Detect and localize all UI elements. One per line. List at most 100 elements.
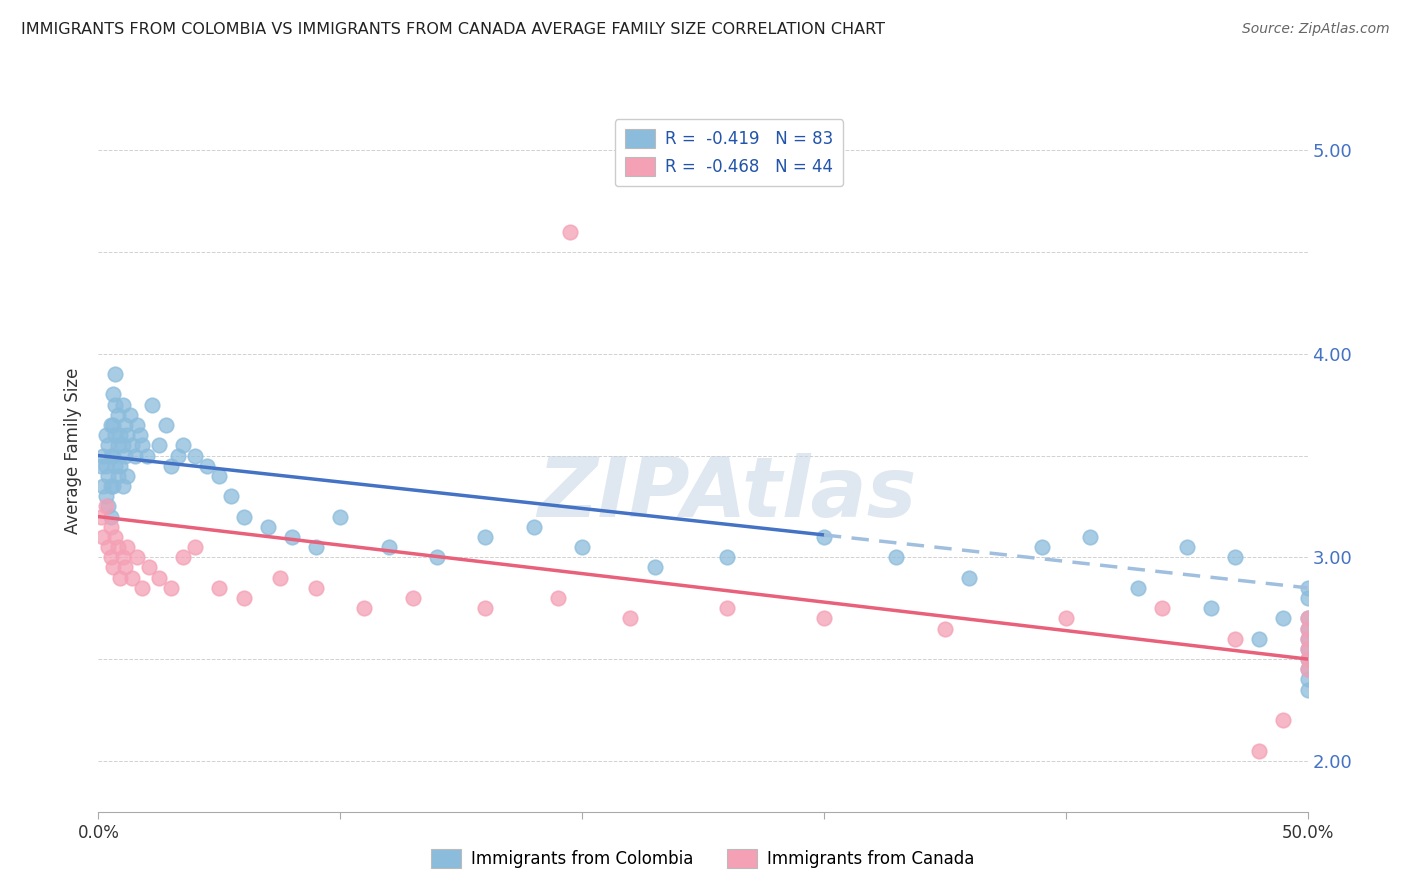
Point bbox=[329, 509, 352, 524]
Point bbox=[104, 428, 127, 442]
Point bbox=[1296, 622, 1319, 636]
Point bbox=[128, 428, 150, 442]
Point bbox=[127, 550, 149, 565]
Point bbox=[100, 550, 122, 565]
Point bbox=[101, 417, 124, 432]
Point bbox=[172, 550, 194, 565]
Point bbox=[101, 387, 124, 401]
Text: IMMIGRANTS FROM COLOMBIA VS IMMIGRANTS FROM CANADA AVERAGE FAMILY SIZE CORRELATI: IMMIGRANTS FROM COLOMBIA VS IMMIGRANTS F… bbox=[21, 22, 886, 37]
Point bbox=[221, 489, 243, 503]
Point bbox=[281, 530, 304, 544]
Point bbox=[91, 530, 114, 544]
Point bbox=[107, 469, 129, 483]
Point bbox=[1296, 632, 1319, 646]
Point bbox=[104, 367, 127, 381]
Point bbox=[148, 438, 170, 452]
Point bbox=[402, 591, 425, 605]
Point bbox=[619, 611, 641, 625]
Point bbox=[474, 530, 496, 544]
Point bbox=[1223, 632, 1246, 646]
Point bbox=[1128, 581, 1150, 595]
Point bbox=[305, 581, 328, 595]
Point bbox=[1296, 632, 1319, 646]
Point bbox=[100, 520, 122, 534]
Point bbox=[474, 601, 496, 615]
Point bbox=[1296, 641, 1319, 656]
Point bbox=[558, 225, 581, 239]
Point bbox=[131, 438, 153, 452]
Point bbox=[1199, 601, 1222, 615]
Point bbox=[97, 469, 120, 483]
Point bbox=[232, 509, 254, 524]
Point bbox=[269, 571, 291, 585]
Point bbox=[1296, 641, 1319, 656]
Point bbox=[813, 530, 835, 544]
Point bbox=[124, 449, 146, 463]
Point bbox=[121, 438, 143, 452]
Point bbox=[104, 458, 127, 473]
Point bbox=[114, 560, 136, 574]
Point bbox=[172, 438, 194, 452]
Point bbox=[256, 520, 278, 534]
Point bbox=[167, 449, 190, 463]
Text: ZIPAtlas: ZIPAtlas bbox=[537, 453, 917, 534]
Point bbox=[101, 560, 124, 574]
Point bbox=[108, 458, 131, 473]
Point bbox=[107, 540, 129, 554]
Text: Source: ZipAtlas.com: Source: ZipAtlas.com bbox=[1241, 22, 1389, 37]
Point bbox=[1272, 611, 1295, 625]
Point bbox=[107, 438, 129, 452]
Point bbox=[547, 591, 569, 605]
Point bbox=[131, 581, 153, 595]
Point bbox=[571, 540, 593, 554]
Point bbox=[305, 540, 328, 554]
Point bbox=[886, 550, 908, 565]
Point bbox=[94, 458, 117, 473]
Point bbox=[184, 449, 207, 463]
Point bbox=[716, 550, 738, 565]
Point bbox=[1296, 682, 1319, 697]
Point bbox=[118, 408, 141, 422]
Point bbox=[94, 428, 117, 442]
Point bbox=[1078, 530, 1101, 544]
Point bbox=[232, 591, 254, 605]
Point bbox=[184, 540, 207, 554]
Point bbox=[90, 509, 112, 524]
Point bbox=[111, 438, 134, 452]
Point bbox=[1054, 611, 1077, 625]
Point bbox=[104, 398, 127, 412]
Point bbox=[100, 479, 122, 493]
Point bbox=[523, 520, 546, 534]
Point bbox=[934, 622, 956, 636]
Point bbox=[160, 458, 183, 473]
Point bbox=[117, 469, 139, 483]
Point bbox=[114, 449, 136, 463]
Point bbox=[426, 550, 449, 565]
Point bbox=[155, 417, 177, 432]
Point bbox=[111, 550, 134, 565]
Point bbox=[1296, 622, 1319, 636]
Point bbox=[107, 408, 129, 422]
Point bbox=[716, 601, 738, 615]
Point bbox=[100, 509, 122, 524]
Point bbox=[1223, 550, 1246, 565]
Point bbox=[100, 417, 122, 432]
Point bbox=[114, 417, 136, 432]
Point bbox=[1296, 662, 1319, 676]
Point bbox=[1296, 652, 1319, 666]
Point bbox=[1296, 591, 1319, 605]
Point bbox=[97, 540, 120, 554]
Point bbox=[208, 581, 231, 595]
Point bbox=[148, 571, 170, 585]
Point bbox=[90, 458, 112, 473]
Point bbox=[111, 479, 134, 493]
Point bbox=[91, 449, 114, 463]
Legend: R =  -0.419   N = 83, R =  -0.468   N = 44: R = -0.419 N = 83, R = -0.468 N = 44 bbox=[614, 120, 842, 186]
Point bbox=[957, 571, 980, 585]
Point bbox=[135, 449, 157, 463]
Point bbox=[160, 581, 183, 595]
Point bbox=[141, 398, 163, 412]
Point bbox=[1175, 540, 1198, 554]
Point bbox=[1249, 632, 1271, 646]
Point bbox=[94, 489, 117, 503]
